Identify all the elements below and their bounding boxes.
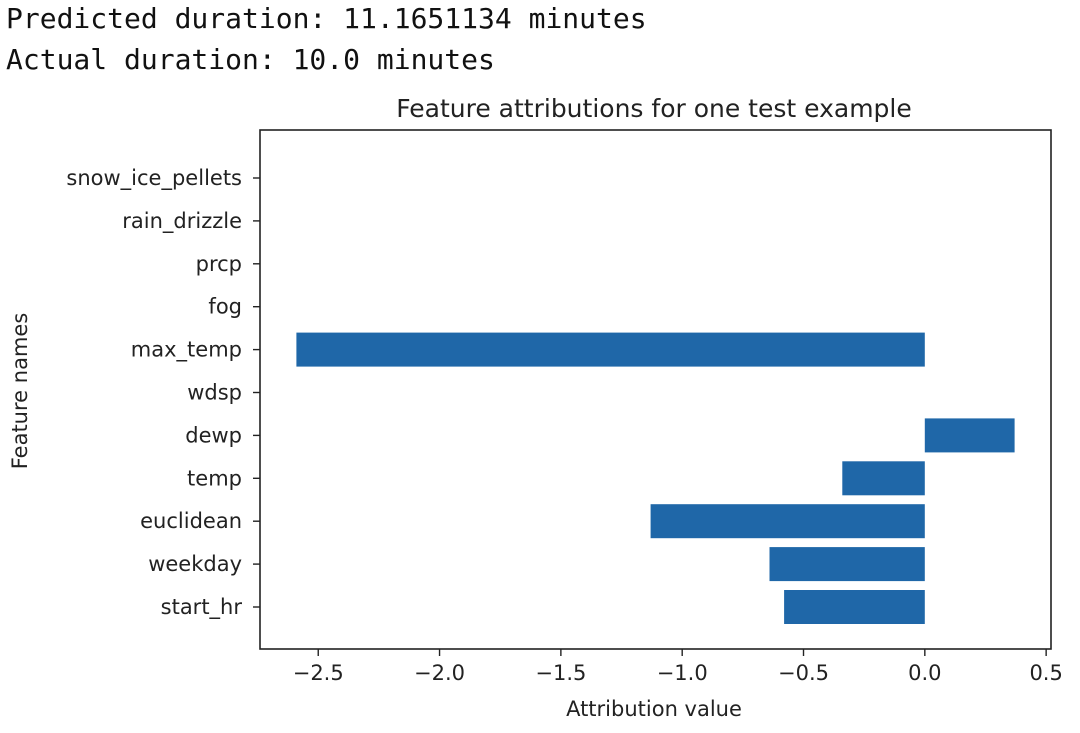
predicted-duration-text: Predicted duration: 11.1651134 minutes [6, 2, 647, 35]
bars-layer [296, 332, 1015, 624]
y-tick-label: snow_ice_pellets [66, 166, 242, 191]
y-tick-label: wdsp [187, 381, 242, 405]
x-axis-label: Attribution value [566, 697, 742, 721]
y-tick-label: start_hr [161, 595, 243, 620]
bar-weekday [769, 547, 925, 582]
bar-euclidean [650, 504, 925, 539]
x-tick-label: −2.5 [293, 661, 344, 685]
x-tick-label: −2.0 [414, 661, 465, 685]
x-tick-label: −1.5 [535, 661, 586, 685]
x-tick-label: 0.5 [1029, 661, 1062, 685]
x-tick-label: −1.0 [657, 661, 708, 685]
chart-title: Feature attributions for one test exampl… [396, 94, 912, 123]
y-axis-label: Feature names [8, 313, 32, 470]
y-tick-label: max_temp [131, 338, 242, 363]
y-tick-label: temp [187, 466, 242, 490]
x-ticks-layer: −2.5 −2.0 −1.5 −1.0 −0.5 0.0 0.5 [293, 649, 1063, 685]
bar-dewp [924, 418, 1015, 453]
y-tick-label: fog [208, 295, 242, 319]
plot-frame [259, 129, 1052, 650]
y-tick-label: prcp [196, 252, 242, 276]
y-tick-label: rain_drizzle [122, 209, 242, 234]
y-tick-label: weekday [148, 552, 242, 576]
actual-duration-text: Actual duration: 10.0 minutes [6, 43, 495, 76]
y-tick-label: dewp [185, 423, 242, 447]
bar-start_hr [784, 590, 925, 624]
y-tick-label: euclidean [140, 509, 242, 533]
bar-temp [842, 461, 925, 496]
x-tick-label: −0.5 [778, 661, 829, 685]
x-tick-label: 0.0 [908, 661, 941, 685]
bar-max_temp [296, 332, 925, 367]
